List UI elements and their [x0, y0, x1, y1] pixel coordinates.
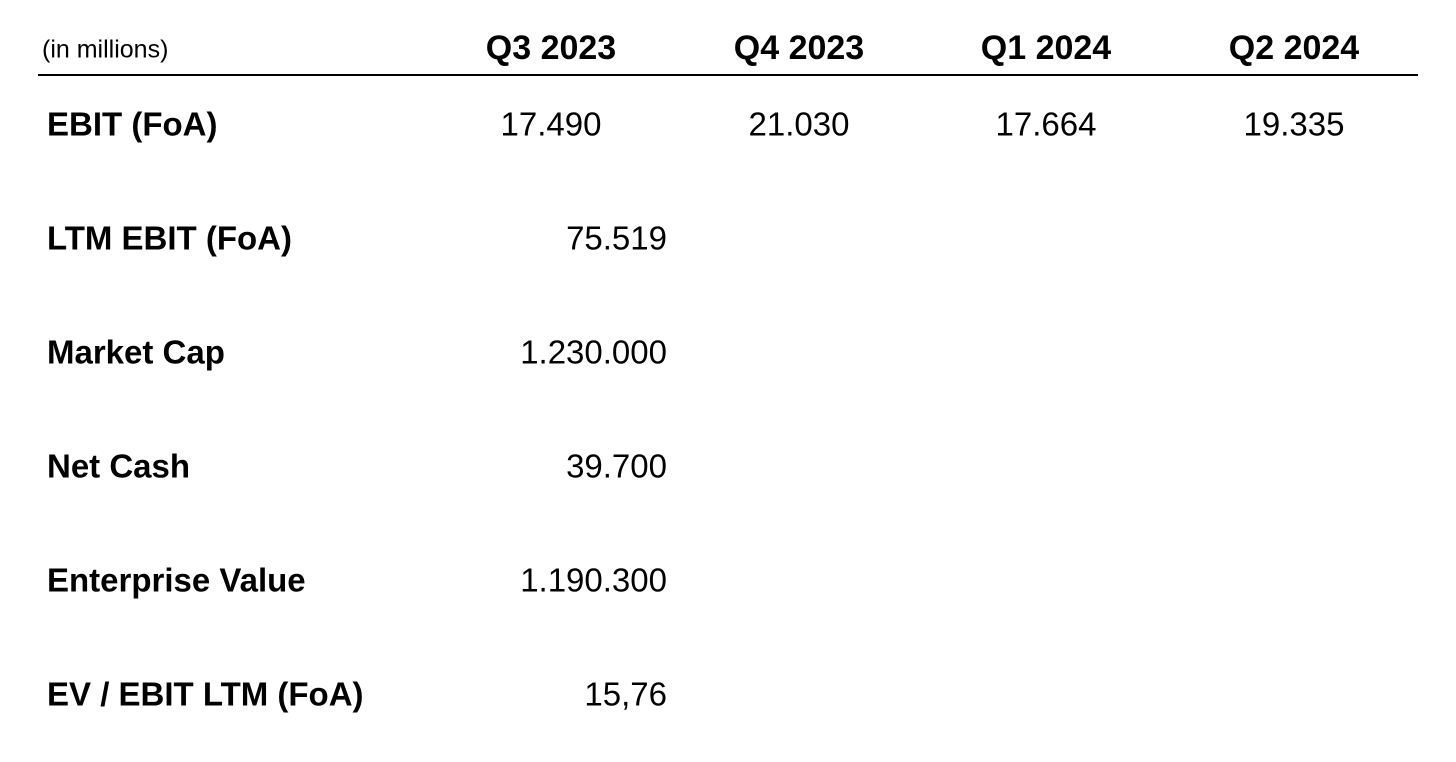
cell-value: 39.700 [566, 447, 667, 485]
cell-value: 75.519 [566, 219, 667, 257]
row-label: Net Cash [47, 447, 191, 485]
row-label: EBIT (FoA) [47, 105, 218, 143]
column-header: Q2 2024 [1228, 29, 1360, 67]
column-header: Q4 2023 [733, 29, 865, 67]
unit-note: (in millions) [42, 35, 169, 64]
column-header: Q1 2024 [980, 29, 1112, 67]
cell-value: 1.190.300 [520, 561, 667, 599]
row-label: LTM EBIT (FoA) [47, 219, 292, 257]
column-header: Q3 2023 [485, 29, 617, 67]
row-label: Market Cap [47, 333, 225, 371]
cell-value: 1.230.000 [520, 333, 667, 371]
header-rule [38, 74, 1418, 76]
cell-value: 17.664 [995, 105, 1097, 143]
row-label: Enterprise Value [47, 561, 306, 599]
row-label: EV / EBIT LTM (FoA) [47, 675, 364, 713]
cell-value: 19.335 [1243, 105, 1345, 143]
cell-value: 15,76 [584, 675, 667, 713]
cell-value: 21.030 [748, 105, 850, 143]
cell-value: 17.490 [500, 105, 602, 143]
